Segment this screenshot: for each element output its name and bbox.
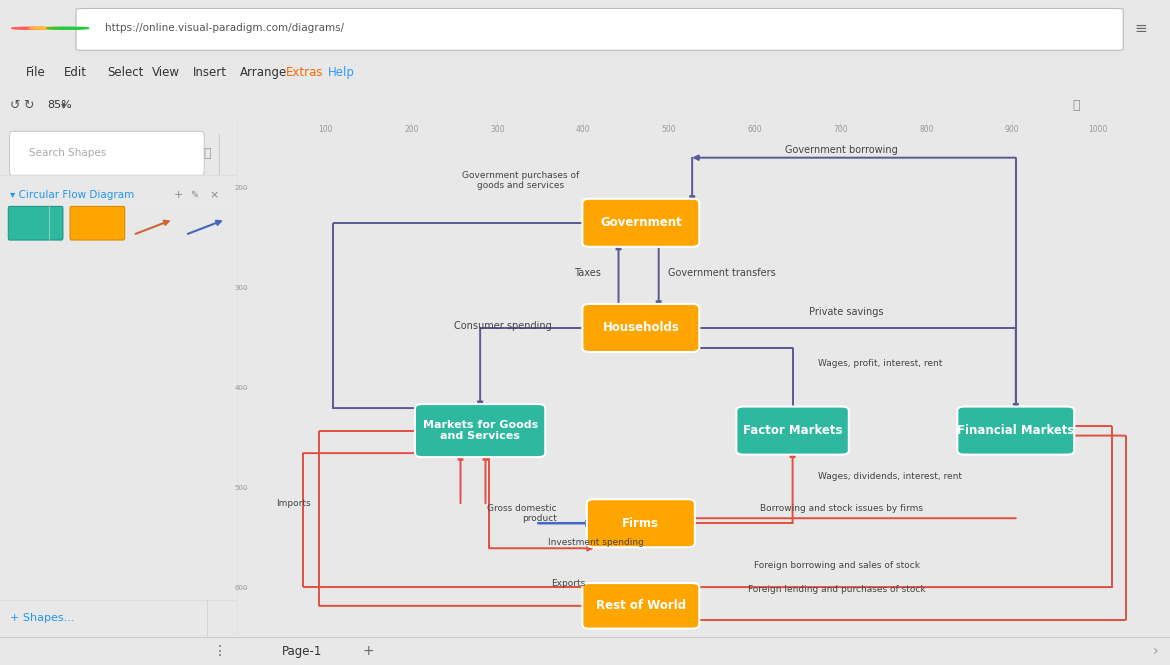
Text: Exports: Exports (551, 579, 586, 588)
Text: +: + (173, 190, 183, 200)
FancyBboxPatch shape (957, 406, 1074, 455)
Text: 500: 500 (234, 485, 248, 491)
Text: Foreign lending and purchases of stock: Foreign lending and purchases of stock (749, 585, 925, 595)
Text: Extras: Extras (285, 66, 323, 79)
Text: Help: Help (328, 66, 355, 79)
Text: Gross domestic
product: Gross domestic product (487, 503, 557, 523)
FancyBboxPatch shape (8, 206, 63, 240)
Text: ×: × (209, 190, 219, 200)
FancyBboxPatch shape (415, 404, 545, 457)
Text: ↺: ↺ (9, 98, 20, 112)
Text: 1000: 1000 (1088, 125, 1108, 134)
Text: Financial Markets: Financial Markets (957, 424, 1074, 437)
Text: Markets for Goods
and Services: Markets for Goods and Services (422, 420, 538, 442)
Text: Foreign borrowing and sales of stock: Foreign borrowing and sales of stock (755, 561, 921, 571)
Circle shape (29, 27, 71, 29)
Text: Borrowing and stock issues by firms: Borrowing and stock issues by firms (760, 504, 923, 513)
Text: Government borrowing: Government borrowing (785, 145, 899, 155)
Text: ▾ Circular Flow Diagram: ▾ Circular Flow Diagram (9, 190, 133, 200)
Text: 400: 400 (234, 385, 248, 391)
Text: Edit: Edit (64, 66, 88, 79)
Text: 600: 600 (234, 585, 248, 591)
Text: Government transfers: Government transfers (668, 268, 776, 278)
FancyBboxPatch shape (76, 9, 1123, 51)
Text: Wages, profit, interest, rent: Wages, profit, interest, rent (818, 360, 942, 368)
Text: Investment spending: Investment spending (548, 538, 644, 547)
Text: ↻: ↻ (23, 98, 34, 112)
Text: Factor Markets: Factor Markets (743, 424, 842, 437)
Text: Private savings: Private savings (808, 307, 883, 317)
Text: 200: 200 (234, 185, 248, 191)
Text: ⌕: ⌕ (202, 146, 211, 160)
Text: 400: 400 (576, 125, 591, 134)
Text: 900: 900 (1005, 125, 1019, 134)
Text: ›: › (1154, 644, 1158, 658)
Text: Firms: Firms (622, 517, 660, 530)
Text: Taxes: Taxes (573, 268, 600, 278)
Text: 700: 700 (833, 125, 848, 134)
FancyBboxPatch shape (736, 406, 848, 455)
Text: 500: 500 (661, 125, 676, 134)
FancyBboxPatch shape (583, 304, 700, 352)
Text: ≡: ≡ (1135, 21, 1147, 36)
FancyBboxPatch shape (70, 206, 125, 240)
FancyBboxPatch shape (9, 132, 205, 176)
Circle shape (12, 27, 54, 29)
Text: File: File (26, 66, 46, 79)
Text: ✎: ✎ (190, 190, 198, 200)
Text: 600: 600 (748, 125, 762, 134)
Text: 85%: 85% (47, 100, 71, 110)
Text: +: + (363, 644, 374, 658)
Text: Government purchases of
goods and services: Government purchases of goods and servic… (462, 171, 579, 190)
Text: Page-1: Page-1 (282, 644, 322, 658)
Text: + Shapes...: + Shapes... (9, 612, 74, 622)
Text: Households: Households (603, 321, 680, 334)
Text: Wages, dividends, interest, rent: Wages, dividends, interest, rent (818, 472, 962, 481)
Text: 300: 300 (234, 285, 248, 291)
Text: Select: Select (108, 66, 144, 79)
Circle shape (47, 27, 89, 29)
Text: 100: 100 (318, 125, 333, 134)
Text: Imports: Imports (276, 499, 310, 507)
Text: 200: 200 (404, 125, 419, 134)
Text: ⋮: ⋮ (213, 644, 227, 658)
Text: Consumer spending: Consumer spending (454, 321, 551, 331)
Text: Search Shapes: Search Shapes (28, 148, 105, 158)
FancyBboxPatch shape (583, 199, 700, 247)
FancyBboxPatch shape (587, 499, 695, 547)
Text: Rest of World: Rest of World (596, 599, 686, 612)
Text: Government: Government (600, 216, 682, 229)
Text: Insert: Insert (193, 66, 227, 79)
Text: 300: 300 (490, 125, 504, 134)
Text: Arrange: Arrange (240, 66, 287, 79)
Text: ▾: ▾ (61, 100, 66, 110)
Text: https://online.visual-paradigm.com/diagrams/: https://online.visual-paradigm.com/diagr… (105, 23, 344, 33)
FancyBboxPatch shape (583, 583, 700, 628)
Text: 800: 800 (918, 125, 934, 134)
Text: ⤢: ⤢ (1073, 98, 1080, 112)
Text: View: View (152, 66, 180, 79)
